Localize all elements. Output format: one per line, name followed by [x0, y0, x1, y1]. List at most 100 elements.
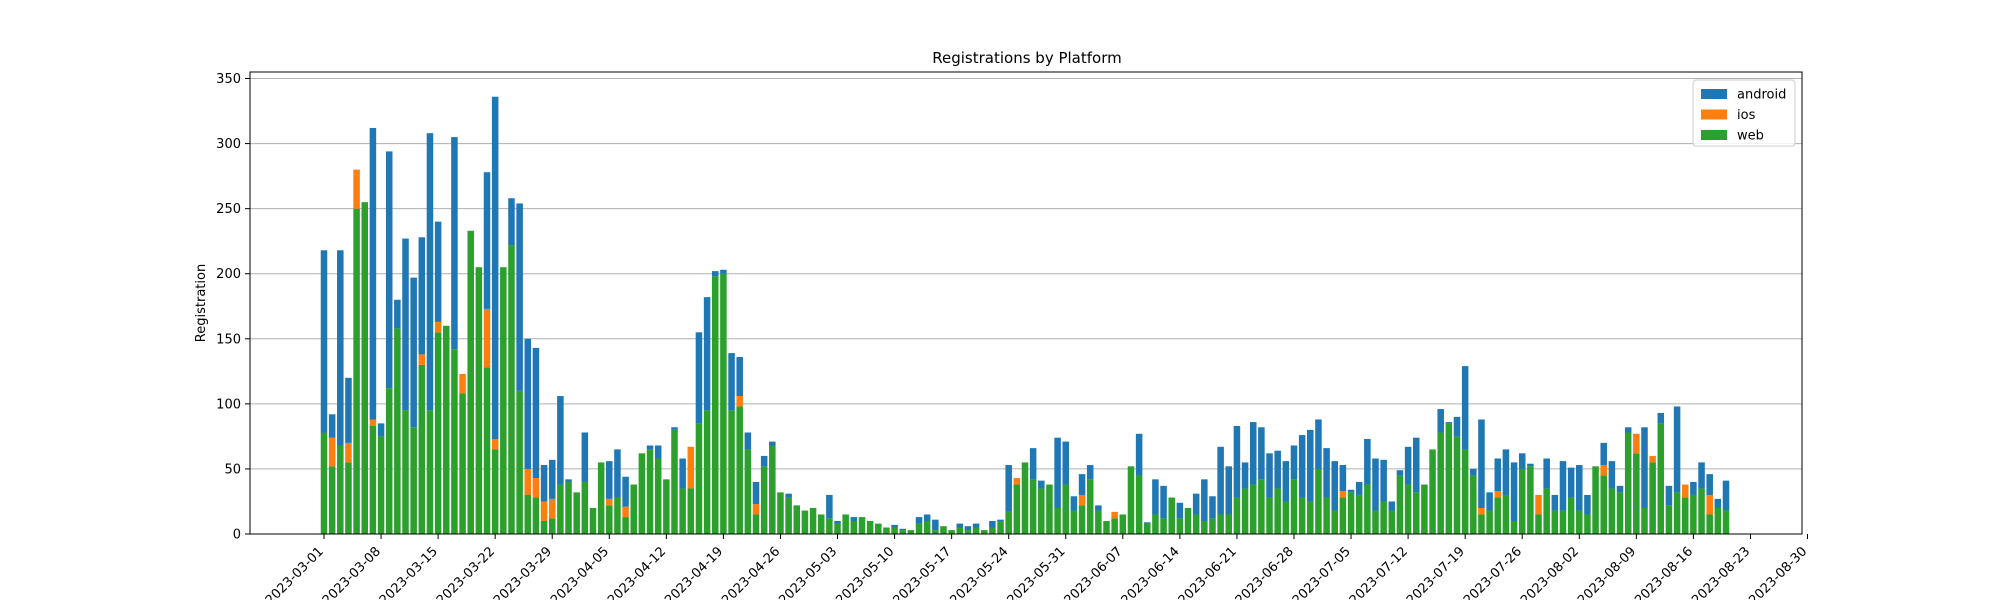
bar-android-124 [1331, 461, 1338, 511]
bar-web-135 [1421, 484, 1428, 534]
bar-web-26 [532, 497, 540, 534]
plot-frame [249, 71, 1803, 535]
bar-web-70 [891, 527, 898, 534]
legend-label-web: web [1737, 129, 1764, 144]
bar-android-160 [1624, 427, 1632, 433]
bar-web-57 [785, 497, 792, 534]
bar-web-55 [769, 445, 776, 534]
bar-android-26 [532, 347, 540, 479]
bar-android-142 [1478, 419, 1485, 508]
bar-web-43 [671, 429, 678, 534]
x-tick-label: 2023-06-21 [1176, 544, 1240, 600]
bar-web-138 [1445, 423, 1453, 534]
bar-android-166 [1673, 406, 1681, 493]
bar-android-32 [581, 432, 589, 482]
x-tick-label: 2023-07-12 [1347, 544, 1411, 600]
bar-web-149 [1535, 514, 1542, 534]
bar-ios-53 [752, 504, 760, 515]
bar-ios-25 [524, 468, 532, 495]
bar-web-5 [361, 202, 369, 534]
bar-web-161 [1633, 453, 1640, 534]
bar-web-72 [907, 530, 915, 534]
y-tick-label: 250 [216, 202, 241, 217]
bar-android-65 [850, 517, 858, 521]
bar-android-35 [606, 461, 613, 499]
bar-web-24 [516, 390, 523, 534]
bar-android-154 [1576, 465, 1583, 511]
bar-web-73 [915, 523, 923, 534]
bar-web-97 [1111, 518, 1118, 534]
bar-web-29 [557, 484, 564, 534]
bar-web-65 [850, 520, 858, 534]
bar-android-71 [899, 528, 906, 531]
x-tick-label: 2023-04-19 [662, 544, 726, 600]
bar-web-145 [1502, 494, 1510, 534]
bar-ios-167 [1681, 484, 1689, 498]
bar-web-159 [1616, 492, 1624, 534]
bar-android-63 [834, 520, 841, 524]
bar-android-88 [1038, 480, 1045, 489]
bar-ios-4 [353, 169, 360, 209]
bar-android-16 [451, 137, 458, 350]
bar-web-87 [1029, 479, 1037, 534]
bar-web-106 [1184, 507, 1192, 534]
bar-web-112 [1233, 497, 1241, 534]
bar-web-20 [483, 367, 491, 534]
bar-web-166 [1673, 492, 1681, 534]
bar-web-27 [540, 520, 548, 534]
bar-web-16 [451, 349, 458, 534]
bar-ios-6 [369, 419, 377, 426]
bar-android-44 [679, 458, 686, 489]
bar-android-52 [744, 432, 752, 450]
bar-web-80 [972, 527, 980, 534]
x-tick-label: 2023-05-03 [776, 544, 840, 600]
bar-android-146 [1510, 462, 1518, 521]
bar-android-126 [1347, 489, 1355, 493]
x-tick-label: 2023-07-19 [1404, 544, 1468, 600]
bar-android-102 [1152, 479, 1159, 515]
bar-android-108 [1201, 479, 1208, 521]
bar-web-88 [1038, 488, 1045, 534]
bar-web-98 [1119, 514, 1127, 534]
bar-web-53 [752, 514, 760, 534]
bar-web-11 [410, 427, 417, 534]
bar-web-118 [1282, 501, 1290, 534]
bar-android-84 [1005, 465, 1012, 512]
bar-android-151 [1551, 494, 1559, 511]
bar-web-140 [1461, 449, 1469, 534]
bar-android-7 [377, 423, 385, 437]
bar-web-41 [654, 458, 662, 534]
bar-web-22 [500, 267, 507, 534]
bar-web-69 [883, 527, 890, 534]
bar-android-79 [964, 526, 972, 531]
bar-android-116 [1266, 453, 1273, 498]
bar-web-167 [1681, 497, 1689, 534]
bar-web-35 [606, 505, 613, 534]
bar-web-2 [337, 445, 344, 534]
bar-web-15 [443, 325, 450, 534]
bar-android-2 [337, 250, 344, 446]
bar-web-123 [1323, 497, 1330, 534]
bar-web-85 [1013, 484, 1021, 534]
bar-web-169 [1698, 488, 1705, 534]
bar-android-172 [1722, 480, 1730, 511]
bar-web-86 [1021, 462, 1029, 534]
bar-android-133 [1404, 446, 1412, 485]
x-tick-label: 2023-03-22 [434, 544, 498, 600]
bar-web-1 [328, 466, 336, 534]
bar-android-114 [1249, 422, 1257, 485]
x-tick-label: 2023-08-09 [1575, 544, 1639, 600]
bar-web-124 [1331, 510, 1338, 534]
bar-android-144 [1494, 458, 1502, 492]
bar-android-109 [1209, 496, 1216, 519]
bar-web-143 [1486, 510, 1493, 534]
bar-android-57 [785, 493, 792, 498]
bar-web-46 [695, 423, 703, 534]
bar-android-43 [671, 427, 678, 430]
bar-ios-35 [606, 498, 613, 506]
bar-web-154 [1576, 510, 1583, 534]
legend-swatch-android [1701, 89, 1727, 99]
y-axis-label: Registration [194, 264, 209, 342]
x-tick-label: 2023-08-02 [1518, 544, 1582, 600]
bar-android-140 [1461, 366, 1469, 450]
